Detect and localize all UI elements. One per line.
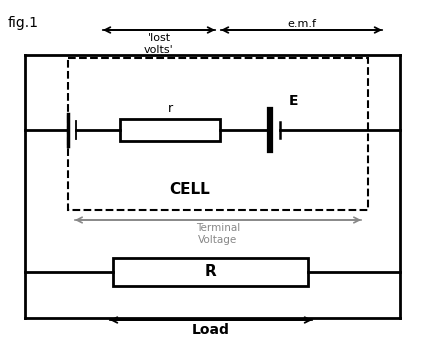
- Bar: [113, 258, 307, 286]
- Text: E: E: [289, 94, 298, 108]
- Text: CELL: CELL: [169, 183, 210, 198]
- Bar: [120, 119, 219, 141]
- Text: R: R: [204, 265, 216, 280]
- Text: fig.1: fig.1: [8, 16, 39, 30]
- Bar: [68, 58, 367, 210]
- Text: Load: Load: [192, 323, 229, 337]
- Text: r: r: [167, 102, 172, 115]
- Text: 'lost
volts': 'lost volts': [144, 33, 173, 55]
- Text: Terminal
Voltage: Terminal Voltage: [195, 223, 240, 245]
- Text: e.m.f: e.m.f: [286, 19, 315, 29]
